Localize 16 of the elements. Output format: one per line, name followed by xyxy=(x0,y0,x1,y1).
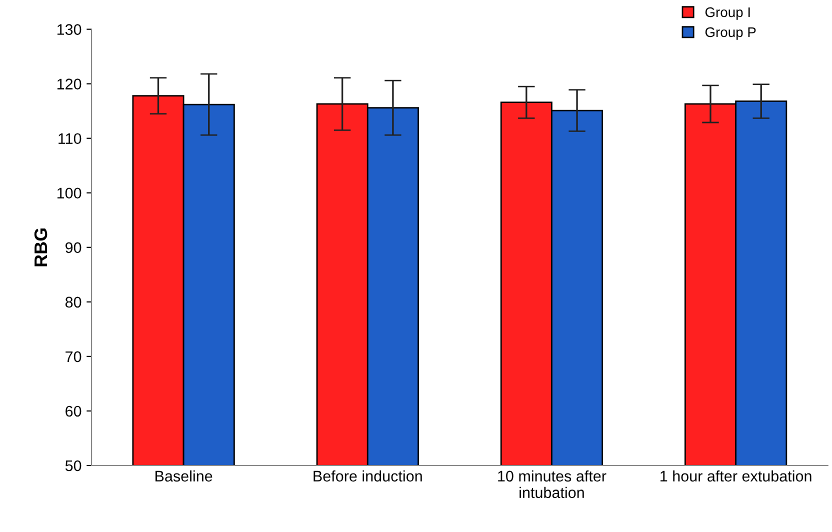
y-tick-label: 110 xyxy=(58,133,82,144)
x-tick-label: 10 minutes after intubation xyxy=(498,470,606,498)
y-tick-label: 90 xyxy=(66,242,82,254)
y-tick-label: 130 xyxy=(57,24,82,35)
x-tick-label: 1 hour after extubation xyxy=(660,470,812,482)
x-tick-label: Before induction xyxy=(314,470,422,482)
y-axis-title: RBG xyxy=(34,228,48,266)
y-tick-label: 50 xyxy=(65,460,82,472)
y-tick-label: 80 xyxy=(65,296,82,308)
y-tick-label: 70 xyxy=(66,351,82,362)
legend-label: Group P xyxy=(705,27,756,40)
y-tick-label: 100 xyxy=(57,188,82,199)
legend-label: Group I xyxy=(705,7,750,20)
x-tick-label: Baseline xyxy=(156,470,212,482)
y-tick-label: 60 xyxy=(66,406,82,417)
y-tick-label: 120 xyxy=(57,78,82,90)
